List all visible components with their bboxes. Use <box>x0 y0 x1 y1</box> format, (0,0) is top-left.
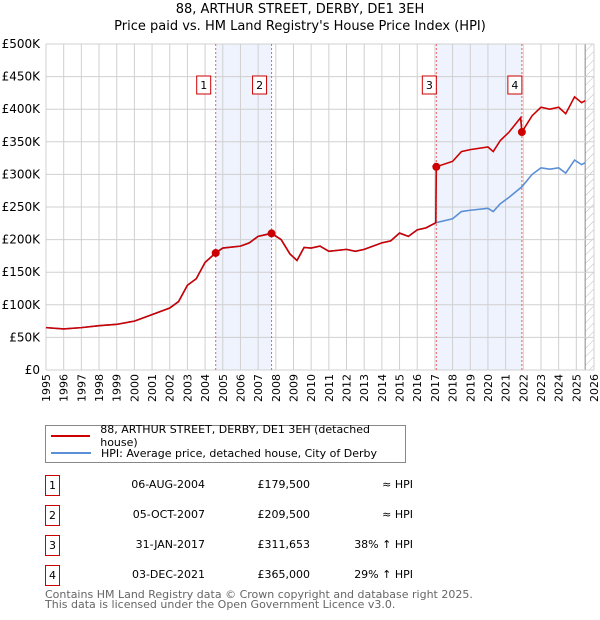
x-tick-label: 2000 <box>128 374 141 402</box>
legend-item-hpi: HPI: Average price, detached house, City… <box>51 445 377 461</box>
x-tick-label: 2023 <box>535 374 548 402</box>
x-tick-label: 2001 <box>146 374 159 402</box>
x-tick-label: 2017 <box>429 374 442 402</box>
sale-number: 3 <box>45 535 60 556</box>
legend-label: HPI: Average price, detached house, City… <box>101 446 378 460</box>
x-tick-label: 2024 <box>553 374 566 402</box>
sale-label: 4 <box>511 79 518 92</box>
y-tick-label: £250K <box>2 200 42 214</box>
sale-price: £365,000 <box>257 568 311 581</box>
x-tick-label: 2016 <box>411 374 424 402</box>
sale-hpi: ≈ HPI <box>382 508 413 521</box>
x-tick-label: 1995 <box>40 374 53 402</box>
legend: 88, ARTHUR STREET, DERBY, DE1 3EH (detac… <box>45 423 406 463</box>
y-tick-label: £200K <box>2 233 42 247</box>
sale-label: 1 <box>200 79 207 92</box>
x-tick-label: 2002 <box>164 374 177 402</box>
sale-number: 4 <box>45 565 60 586</box>
legend-swatch-blue <box>51 452 91 454</box>
x-tick-label: 2011 <box>323 374 336 402</box>
sale-label-box <box>252 75 268 95</box>
x-tick-label: 1998 <box>93 374 106 402</box>
sale-label-box <box>421 75 437 95</box>
x-tick-label: 2021 <box>500 374 513 402</box>
x-tick-label: 1999 <box>111 374 124 402</box>
sale-row: 2 05-OCT-2007 £209,500 ≈ HPI <box>45 505 413 527</box>
x-tick-label: 2012 <box>341 374 354 402</box>
sale-label-box <box>507 75 523 95</box>
sale-hpi: 29% ↑ HPI <box>354 568 413 581</box>
x-tick-label: 2007 <box>252 374 265 402</box>
sale-row: 3 31-JAN-2017 £311,653 38% ↑ HPI <box>45 535 413 557</box>
price-chart: 1995 1996 1997 1998 1999 2000 2001 2002 2003 2004… <box>2 37 600 402</box>
x-tick-label: 2013 <box>358 374 371 402</box>
sale-label: 2 <box>256 79 263 92</box>
chart-title: 88, ARTHUR STREET, DERBY, DE1 3EH <box>175 2 425 17</box>
sale-row: 4 03-DEC-2021 £365,000 29% ↑ HPI <box>45 565 413 587</box>
x-tick-label: 2003 <box>181 374 194 402</box>
y-tick-label: £300K <box>2 167 42 181</box>
x-tick-label: 2020 <box>482 374 495 402</box>
sale-point <box>517 128 526 137</box>
sale-price: £311,653 <box>257 538 311 551</box>
sale-number: 1 <box>45 475 60 496</box>
x-tick-label: 2008 <box>270 374 283 402</box>
sale-label: 3 <box>426 79 433 92</box>
x-tick-label: 2019 <box>464 374 477 402</box>
x-tick-label: 1997 <box>75 374 88 402</box>
legend-item-property: 88, ARTHUR STREET, DERBY, DE1 3EH (detac… <box>51 423 405 449</box>
legend-label: 88, ARTHUR STREET, DERBY, DE1 3EH (detac… <box>100 423 370 449</box>
sale-point <box>211 248 220 257</box>
sale-price: £179,500 <box>257 478 311 491</box>
sale-price: £209,500 <box>257 508 311 521</box>
legend-swatch-red <box>51 435 91 437</box>
footer-copyright: Contains HM Land Registry data © Crown c… <box>45 588 473 601</box>
sale-date: 31-JAN-2017 <box>135 538 205 551</box>
x-tick-label: 2026 <box>588 374 600 402</box>
sale-date: 05-OCT-2007 <box>132 508 205 521</box>
y-tick-label: £450K <box>2 70 42 84</box>
x-tick-label: 2005 <box>217 374 230 402</box>
x-tick-label: 2014 <box>376 374 389 402</box>
chart-subtitle: Price paid vs. HM Land Registry's House … <box>114 19 486 34</box>
sale-number: 2 <box>45 505 60 526</box>
sale-hpi: ≈ HPI <box>382 478 413 491</box>
y-tick-label: £350K <box>2 135 42 149</box>
y-tick-label: £100K <box>2 298 42 312</box>
x-tick-label: 2010 <box>305 374 318 402</box>
x-tick-label: 2004 <box>199 374 212 402</box>
x-tick-label: 2015 <box>394 374 407 402</box>
sale-point <box>432 162 441 171</box>
y-tick-label: £0 <box>25 363 40 377</box>
y-tick-label: £150K <box>2 265 42 279</box>
x-tick-label: 2025 <box>570 374 583 402</box>
x-tick-label: 2018 <box>447 374 460 402</box>
y-tick-label: £50K <box>9 330 41 344</box>
footer-licence: This data is licensed under the Open Gov… <box>45 598 396 611</box>
x-tick-label: 2009 <box>287 374 300 402</box>
x-tick-label: 2022 <box>517 374 530 402</box>
y-tick-label: £400K <box>2 102 42 116</box>
sale-date: 06-AUG-2004 <box>131 478 205 491</box>
x-tick-label: 2006 <box>234 374 247 402</box>
sale-hpi: 38% ↑ HPI <box>354 538 413 551</box>
sale-date: 03-DEC-2021 <box>131 568 205 581</box>
sale-point <box>267 229 276 238</box>
sale-label-box <box>196 75 212 95</box>
price-paid-line <box>45 95 586 330</box>
sale-row: 1 06-AUG-2004 £179,500 ≈ HPI <box>45 475 413 497</box>
x-tick-label: 1996 <box>58 374 71 402</box>
y-tick-label: £500K <box>2 37 42 51</box>
footer: Contains HM Land Registry data © Crown c… <box>45 588 473 611</box>
